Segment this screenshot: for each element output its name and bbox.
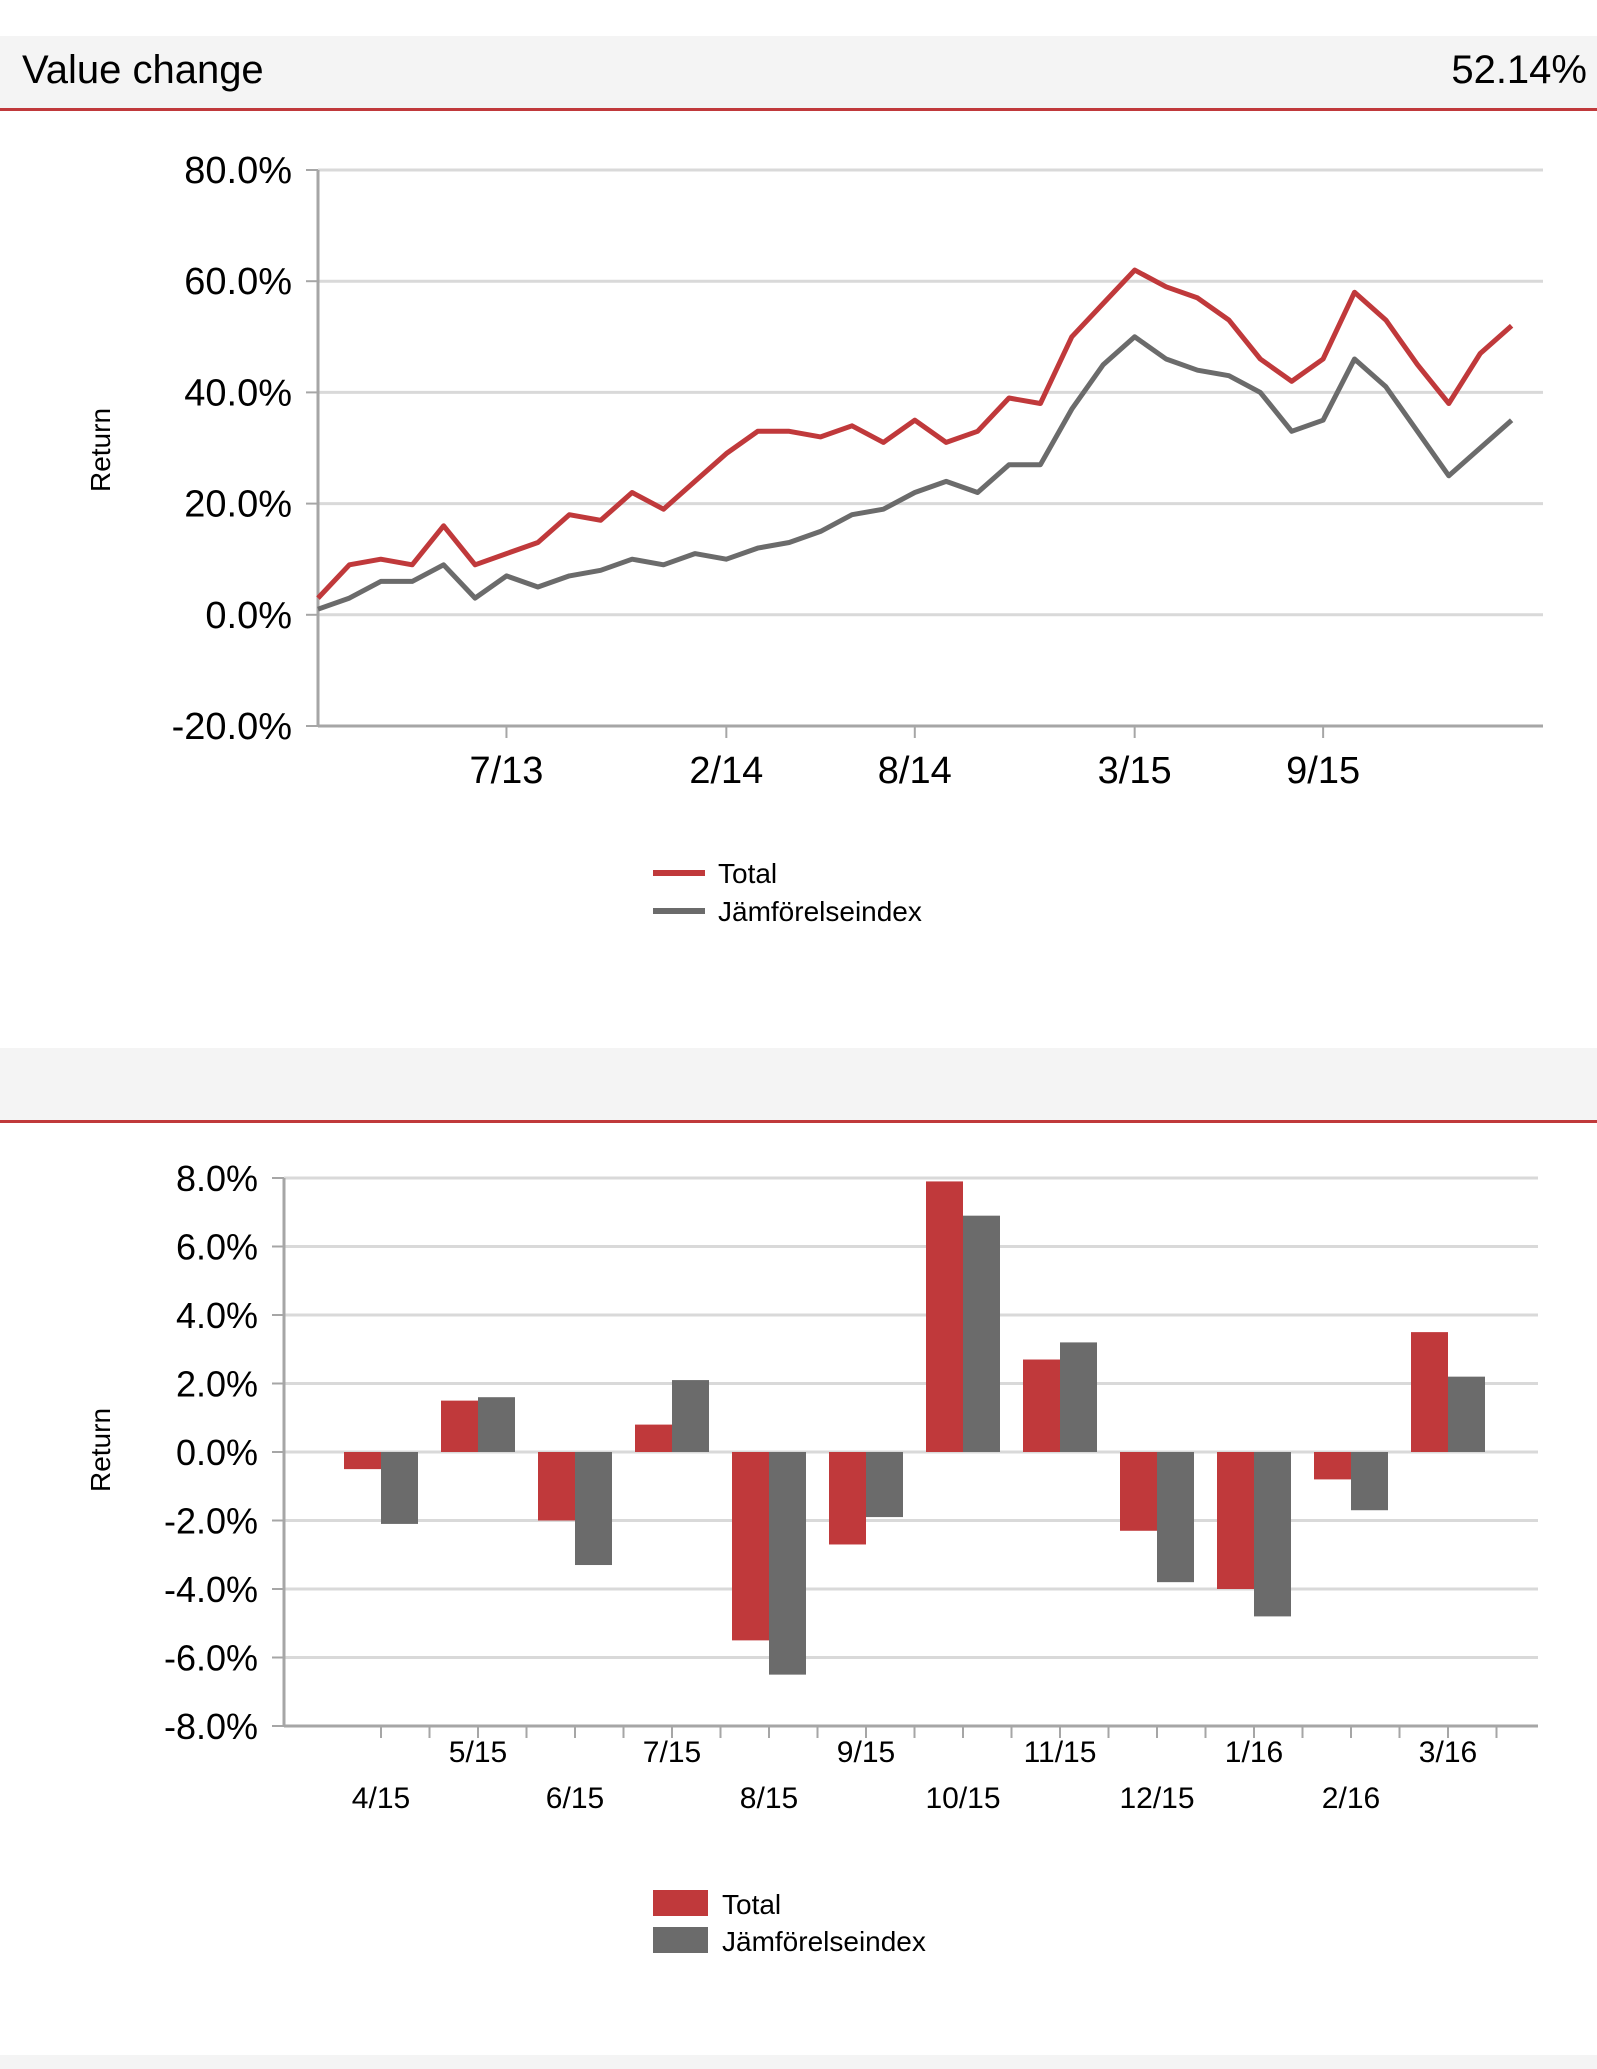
bar-chart-grid bbox=[284, 1176, 1538, 1728]
x-tick-label: 8/14 bbox=[878, 750, 952, 792]
x-tick-label: 9/15 bbox=[1286, 750, 1360, 792]
line-chart-legend: Total Jämförelseindex bbox=[653, 858, 922, 927]
legend-total-label: Total bbox=[722, 1889, 781, 1920]
bar-total bbox=[926, 1181, 963, 1452]
bar-index bbox=[866, 1452, 903, 1518]
bar-index bbox=[1254, 1452, 1291, 1617]
y-tick-label: -8.0% bbox=[164, 1706, 258, 1747]
bar-chart-y-ticks: 8.0% 6.0% 4.0% 2.0% 0.0% -2.0% -4.0% -6.0% -8.0% bbox=[164, 1158, 284, 1747]
line-chart-y-ticks: 80.0% 60.0% 40.0% 20.0% 0.0% -20.0% bbox=[172, 150, 318, 748]
value-change-header: Value change 52.14% bbox=[0, 36, 1597, 111]
x-tick-label: 4/15 bbox=[352, 1782, 410, 1815]
bar-total bbox=[538, 1452, 575, 1521]
x-tick-label: 3/15 bbox=[1098, 750, 1172, 792]
x-tick-label: 3/16 bbox=[1419, 1736, 1477, 1769]
y-tick-label: 0.0% bbox=[176, 1432, 258, 1473]
y-tick-label: -2.0% bbox=[164, 1501, 258, 1542]
x-tick-label: 7/15 bbox=[643, 1736, 701, 1769]
bar-chart-legend: Total Jämförelseindex bbox=[653, 1889, 926, 1957]
line-chart-series bbox=[316, 267, 1514, 612]
bar-index bbox=[769, 1452, 806, 1675]
x-tick-label: 8/15 bbox=[740, 1782, 798, 1815]
bar-total bbox=[1217, 1452, 1254, 1589]
bar-index bbox=[672, 1380, 709, 1452]
x-tick-label: 6/15 bbox=[546, 1782, 604, 1815]
bar-total bbox=[441, 1400, 478, 1452]
line-chart-axes bbox=[316, 170, 1543, 728]
line-chart-y-axis-label: Return bbox=[85, 408, 116, 492]
y-tick-label: 6.0% bbox=[176, 1227, 258, 1268]
bar-index bbox=[1351, 1452, 1388, 1511]
value-change-title: Value change bbox=[22, 48, 264, 92]
y-tick-label: 0.0% bbox=[205, 595, 292, 637]
x-tick-label: 2/16 bbox=[1322, 1782, 1380, 1815]
x-tick-label: 5/15 bbox=[449, 1736, 507, 1769]
x-tick-label: 12/15 bbox=[1119, 1782, 1194, 1815]
legend-index-swatch bbox=[653, 1927, 708, 1953]
bar-total bbox=[1314, 1452, 1351, 1480]
y-tick-label: 20.0% bbox=[184, 484, 292, 526]
bar-total bbox=[1023, 1359, 1060, 1452]
y-tick-label: 60.0% bbox=[184, 261, 292, 303]
y-tick-label: 4.0% bbox=[176, 1295, 258, 1336]
bar-index bbox=[1060, 1342, 1097, 1452]
legend-total-swatch bbox=[653, 1890, 708, 1916]
legend-index-label: Jämförelseindex bbox=[722, 1926, 926, 1957]
y-tick-label: 2.0% bbox=[176, 1364, 258, 1405]
x-tick-label: 2/14 bbox=[689, 750, 763, 792]
x-tick-label: 7/13 bbox=[469, 750, 543, 792]
y-tick-label: 40.0% bbox=[184, 372, 292, 414]
bar-total bbox=[1411, 1332, 1448, 1452]
bar-index bbox=[1448, 1376, 1485, 1452]
x-tick-label: 11/15 bbox=[1024, 1736, 1097, 1769]
legend-total-label: Total bbox=[718, 858, 777, 889]
y-tick-label: 80.0% bbox=[184, 150, 292, 192]
x-tick-label: 9/15 bbox=[837, 1736, 895, 1769]
bar-total bbox=[732, 1452, 769, 1641]
line-chart: 80.0% 60.0% 40.0% 20.0% 0.0% -20.0% 7/13 2/14 8… bbox=[85, 150, 1543, 927]
bar-total bbox=[344, 1452, 381, 1470]
bar-index bbox=[381, 1452, 418, 1524]
y-tick-label: -6.0% bbox=[164, 1638, 258, 1679]
bar-chart-y-axis-label: Return bbox=[85, 1408, 116, 1492]
value-change-value: 52.14% bbox=[1451, 48, 1587, 92]
line-chart-x-ticks: 7/13 2/14 8/14 3/15 9/15 bbox=[469, 726, 1360, 792]
bar-index bbox=[478, 1397, 515, 1452]
bar-index bbox=[1157, 1452, 1194, 1583]
bar-chart-axes bbox=[282, 1178, 1538, 1728]
bottom-band bbox=[0, 2055, 1597, 2069]
x-tick-label: 1/16 bbox=[1225, 1736, 1283, 1769]
legend-index-label: Jämförelseindex bbox=[718, 896, 922, 927]
series-line-total bbox=[316, 267, 1514, 600]
bar-chart-x-ticks: 4/15 5/15 6/15 7/15 8/15 9/15 10/15 11/15 12/15 1… bbox=[352, 1726, 1498, 1815]
bar-total bbox=[635, 1424, 672, 1452]
y-tick-label: -4.0% bbox=[164, 1569, 258, 1610]
x-tick-label: 10/15 bbox=[925, 1782, 1000, 1815]
bar-chart-bars bbox=[344, 1181, 1485, 1675]
bar-total bbox=[829, 1452, 866, 1545]
monthly-returns-header bbox=[0, 1048, 1597, 1123]
y-tick-label: -20.0% bbox=[172, 706, 292, 748]
y-tick-label: 8.0% bbox=[176, 1158, 258, 1199]
bar-total bbox=[1120, 1452, 1157, 1531]
bar-index bbox=[963, 1215, 1000, 1452]
line-chart-grid bbox=[318, 168, 1543, 728]
bar-index bbox=[575, 1452, 612, 1566]
series-line-index bbox=[317, 334, 1514, 612]
